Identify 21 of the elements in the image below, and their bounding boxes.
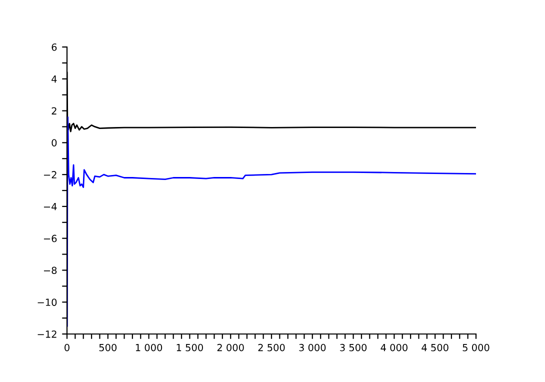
x-tick-label: 2 000 xyxy=(217,344,244,352)
y-tick-label: 2 xyxy=(52,107,56,114)
y-tick-label: −8 xyxy=(44,266,57,274)
x-tick-label: 5 000 xyxy=(462,344,490,352)
x-tick-label: 1 000 xyxy=(136,344,162,352)
x-tick-label: 4 000 xyxy=(380,344,408,352)
x-tick-label: 0 xyxy=(64,344,70,352)
x-tick-label: 4 500 xyxy=(422,344,448,352)
y-tick-label: −2 xyxy=(44,171,56,178)
y-tick-label: −12 xyxy=(38,330,56,338)
y-tick-label: −4 xyxy=(44,203,57,210)
x-tick-label: 3 500 xyxy=(340,344,367,352)
x-tick-label: 2 500 xyxy=(258,344,285,352)
y-tick-label: 4 xyxy=(52,75,57,83)
y-tick-label: 0 xyxy=(52,139,57,146)
x-tick-label: 500 xyxy=(99,344,117,352)
y-tick-label: −10 xyxy=(38,298,57,306)
y-tick-label: 6 xyxy=(52,43,57,51)
x-tick-label: 3 000 xyxy=(299,344,326,352)
y-tick-label: −6 xyxy=(44,234,57,242)
x-tick-label: 1 500 xyxy=(176,344,203,352)
